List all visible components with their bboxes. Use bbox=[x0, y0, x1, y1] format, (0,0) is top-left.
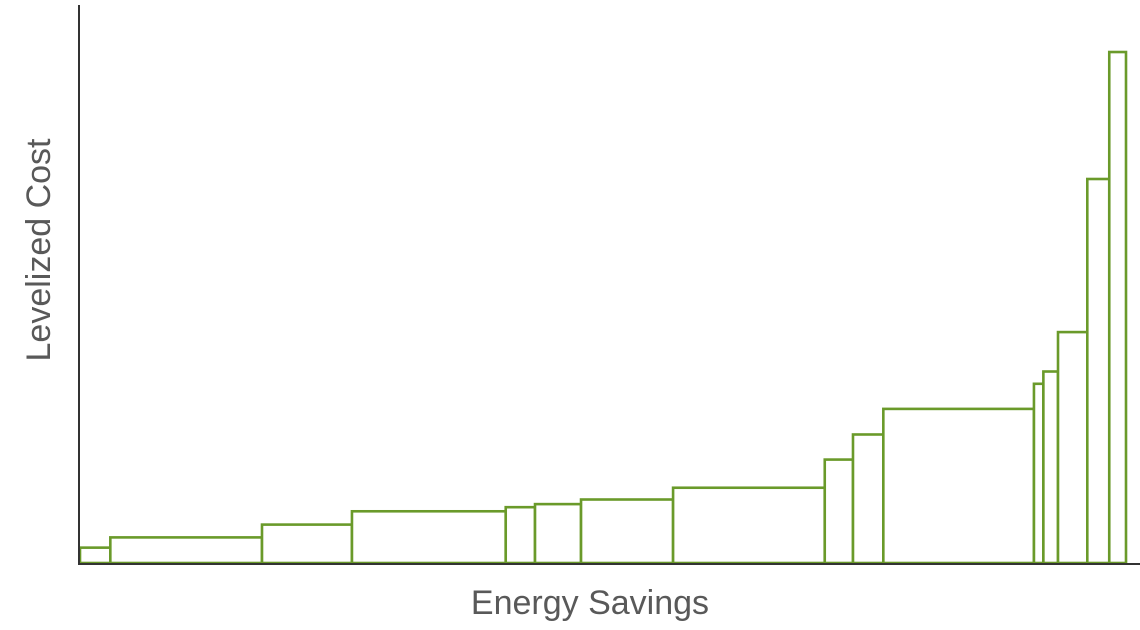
bar-1 bbox=[78, 546, 112, 565]
bar-8 bbox=[671, 486, 827, 565]
bar-9 bbox=[823, 458, 855, 565]
bar-4 bbox=[350, 509, 508, 565]
bar-11 bbox=[882, 407, 1036, 565]
bar-2 bbox=[109, 536, 264, 565]
bar-5 bbox=[504, 505, 537, 565]
bar-13 bbox=[1042, 370, 1060, 565]
bar-14 bbox=[1056, 330, 1089, 565]
y-axis-label: Levelized Cost bbox=[20, 138, 58, 362]
x-axis-label: Energy Savings bbox=[471, 584, 709, 622]
bar-6 bbox=[533, 502, 583, 565]
bar-12 bbox=[1032, 382, 1045, 565]
bar-16 bbox=[1107, 50, 1128, 565]
bar-15 bbox=[1086, 177, 1111, 565]
bar-3 bbox=[260, 523, 354, 565]
bars-layer bbox=[78, 50, 1128, 565]
bar-10 bbox=[851, 433, 885, 565]
bar-7 bbox=[579, 498, 675, 565]
